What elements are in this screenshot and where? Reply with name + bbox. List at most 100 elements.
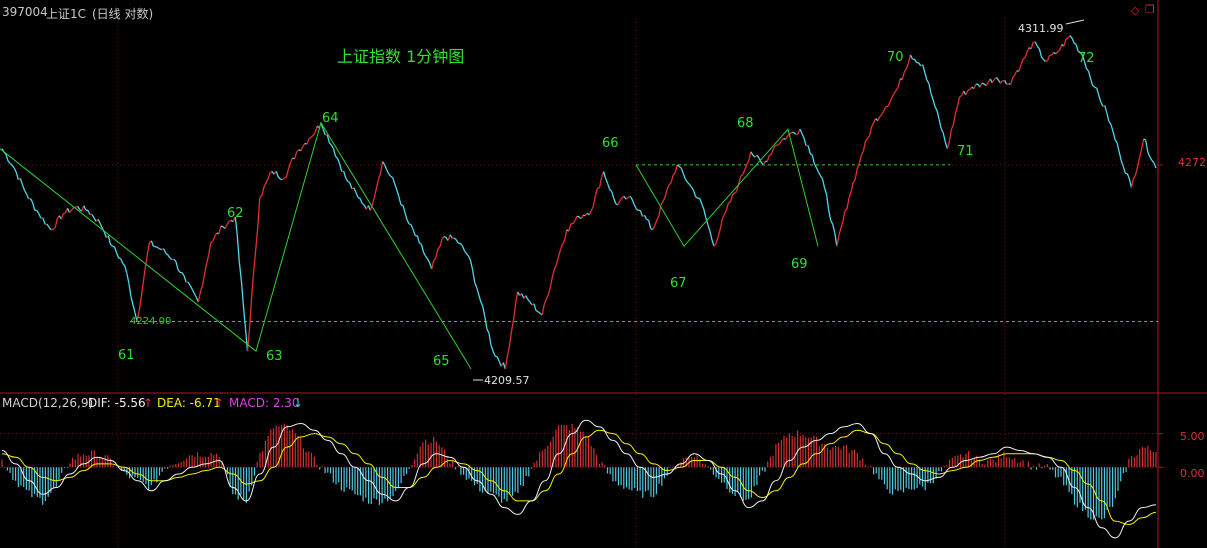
price-segment [287,162,292,170]
price-segment [419,242,422,246]
price-segment [124,265,128,274]
price-segment [580,215,584,219]
price-segment [938,119,942,129]
price-segment [873,118,877,124]
price-segment [384,164,388,170]
price-segment [832,224,836,234]
price-segment [629,195,633,200]
price-segment [113,246,118,254]
price-segment [1110,124,1114,132]
price-segment [197,291,202,302]
price-segment [1122,166,1126,174]
price-segment [559,243,564,250]
price-segment [115,252,120,259]
price-segment [103,231,108,239]
price-segment [293,151,298,159]
price-segment [379,161,384,174]
price-segment [862,140,867,152]
price-segment [965,90,969,96]
price-segment [285,168,290,178]
price-segment [956,96,961,107]
price-segment [732,192,735,196]
price-segment [674,164,678,174]
price-segment [777,143,780,146]
price-segment [881,110,885,115]
price-segment [66,207,71,213]
price-segment [854,168,858,180]
price-segment [883,106,887,111]
price-segment [1125,172,1128,175]
price-segment [1085,68,1089,72]
price-segment [220,225,224,228]
price-segment [781,138,785,141]
price-segment [856,162,860,169]
price-segment [165,252,169,256]
legend-dea-arrow: ↑ [214,396,225,410]
price-segment [250,271,255,298]
restore-icon[interactable]: ❐ [1145,3,1155,16]
wave-label-68: 68 [737,116,754,131]
price-segment [1053,51,1057,55]
price-segment [77,206,81,211]
price-segment [942,132,946,143]
price-segment [639,210,644,217]
price-segment [1112,131,1116,140]
price-segment [817,171,821,176]
price-segment [506,346,511,357]
price-segment [314,125,318,133]
price-segment [811,154,815,164]
price-segment [261,187,265,196]
price-segment [461,245,465,251]
price-segment [740,174,744,177]
price-segment [246,327,251,352]
price-segment [1004,80,1008,85]
price-segment [1149,156,1153,161]
price-segment [490,345,494,352]
price-segment [167,254,171,259]
price-segment [889,96,893,103]
price-segment [537,311,541,314]
price-segment [703,209,707,218]
price-segment [377,172,382,180]
price-segment [412,230,416,236]
price-segment [146,242,150,256]
price-segment [349,182,353,190]
price-segment [36,210,40,214]
price-segment [660,201,664,206]
price-segment [1126,173,1131,180]
price-segment [834,232,838,247]
price-segment [952,113,957,125]
price-segment [864,137,869,142]
price-segment [969,86,973,90]
price-segment [604,178,609,184]
price-segment [619,197,623,202]
price-segment [1069,35,1073,39]
price-segment [242,305,247,329]
price-segment [799,128,803,134]
price-segment [498,361,502,367]
diamond-icon[interactable]: ◇ [1131,4,1140,17]
price-segment [631,199,635,205]
price-segment [654,220,658,226]
price-segment [126,273,130,284]
price-segment [177,269,181,273]
price-segment [406,219,410,225]
price-segment [680,167,685,175]
price-segment [136,311,140,322]
price-segment [719,219,723,230]
price-segment [695,196,699,199]
price-segment [686,181,690,185]
price-segment [568,223,572,232]
price-segment [901,71,905,80]
price-segment [598,177,603,188]
price-segment [785,135,789,140]
price-segment [737,176,742,185]
price-segment [482,306,486,318]
price-segment [382,161,386,166]
price-segment [789,131,793,135]
price-segment [140,282,144,299]
price-segment [1134,166,1139,176]
price-segment [635,208,639,211]
